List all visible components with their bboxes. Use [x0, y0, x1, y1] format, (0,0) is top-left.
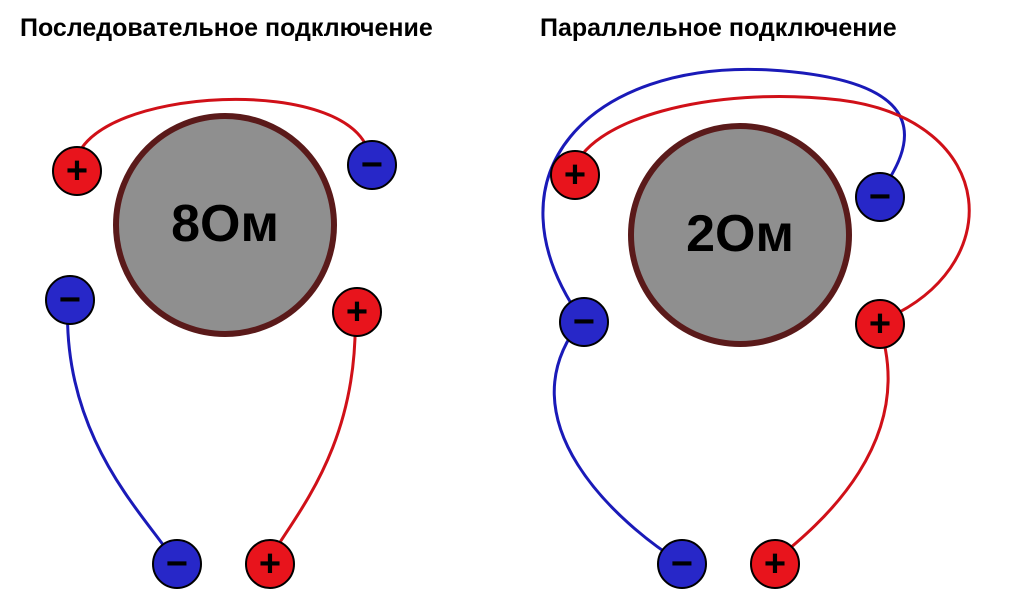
terminal-L_minus_bottom: −: [152, 539, 202, 589]
wire-red: [773, 322, 888, 562]
minus-icon: −: [361, 146, 383, 184]
diagram-root: { "canvas": { "width": 1013, "height": 6…: [0, 0, 1013, 602]
terminal-R_minus_bottom: −: [657, 539, 707, 589]
plus-icon: +: [564, 156, 586, 194]
wire-red: [268, 310, 355, 562]
plus-icon: +: [869, 305, 891, 343]
speaker-right-label: 2Ом: [628, 204, 852, 264]
terminal-L_minus_top: −: [347, 140, 397, 190]
title-parallel: Параллельное подключение: [540, 14, 897, 43]
terminal-L_minus_mid: −: [45, 275, 95, 325]
minus-icon: −: [166, 545, 188, 583]
plus-icon: +: [764, 545, 786, 583]
plus-icon: +: [66, 152, 88, 190]
terminal-R_plus_top: +: [550, 150, 600, 200]
minus-icon: −: [573, 303, 595, 341]
plus-icon: +: [259, 545, 281, 583]
terminal-R_plus_mid: +: [855, 299, 905, 349]
wire-blue: [67, 298, 175, 562]
wire-blue: [554, 320, 680, 562]
terminal-L_plus_mid: +: [332, 287, 382, 337]
speaker-left-label: 8Ом: [113, 194, 337, 254]
plus-icon: +: [346, 293, 368, 331]
minus-icon: −: [869, 178, 891, 216]
terminal-R_minus_top: −: [855, 172, 905, 222]
minus-icon: −: [59, 281, 81, 319]
title-series: Последовательное подключение: [20, 14, 433, 43]
terminal-L_plus_bottom: +: [245, 539, 295, 589]
terminal-R_plus_bottom: +: [750, 539, 800, 589]
terminal-L_plus_top: +: [52, 146, 102, 196]
terminal-R_minus_mid: −: [559, 297, 609, 347]
minus-icon: −: [671, 545, 693, 583]
